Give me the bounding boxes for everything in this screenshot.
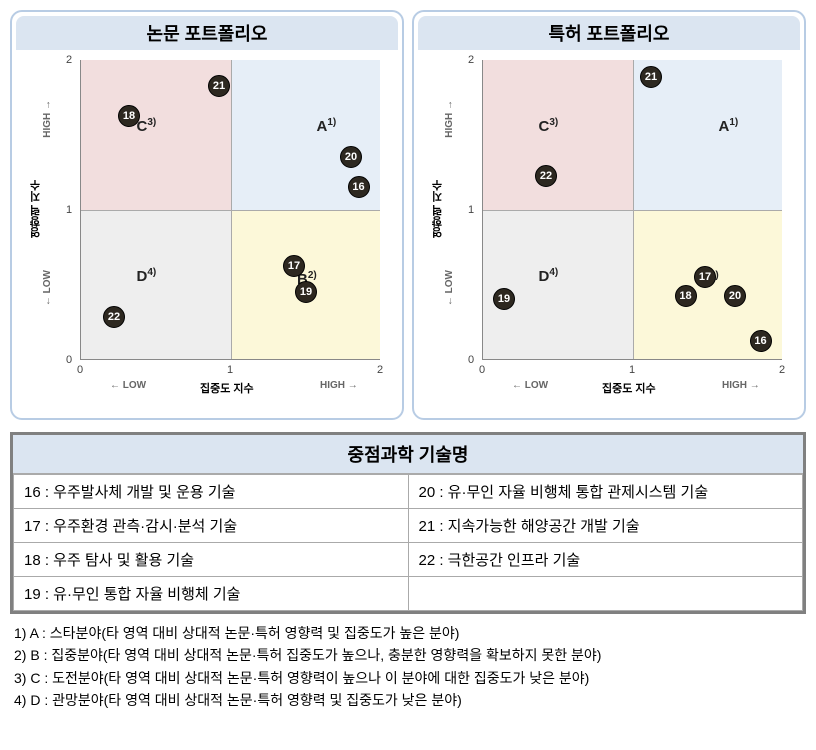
- table-cell: 22 : 극한공간 인프라 기술: [408, 543, 803, 577]
- table-cell: 20 : 유·무인 자율 비행체 통합 관제시스템 기술: [408, 475, 803, 509]
- data-point-22: 22: [535, 165, 557, 187]
- table-row: 16 : 우주발사체 개발 및 운용 기술20 : 유·무인 자율 비행체 통합…: [14, 475, 803, 509]
- table-cell: [408, 577, 803, 611]
- table-cell: 18 : 우주 탐사 및 활용 기술: [14, 543, 409, 577]
- x-axis-label: 집중도 지수: [602, 380, 656, 396]
- table-cell: 19 : 유·무인 통합 자율 비행체 기술: [14, 577, 409, 611]
- y-tick: 0: [66, 354, 72, 366]
- quadrant-label-a: A1): [719, 117, 739, 135]
- data-point-22: 22: [103, 306, 125, 328]
- quadrant-label-d: D4): [539, 267, 559, 285]
- table-row: 17 : 우주환경 관측·감시·분석 기술21 : 지속가능한 해양공간 개발 …: [14, 509, 803, 543]
- chart-title: 논문 포트폴리오: [16, 16, 398, 50]
- grid-line-horizontal: [483, 210, 782, 211]
- table-cell: 21 : 지속가능한 해양공간 개발 기술: [408, 509, 803, 543]
- quadrant-c: [483, 60, 633, 210]
- y-low-label: ← LOW: [444, 270, 455, 306]
- table-title: 중점과학 기술명: [13, 435, 803, 474]
- x-high-label: HIGH →: [722, 380, 760, 391]
- y-axis-label: 영향력 지수: [28, 180, 44, 238]
- table-row: 18 : 우주 탐사 및 활용 기술22 : 극한공간 인프라 기술: [14, 543, 803, 577]
- y-axis-label: 영향력 지수: [430, 180, 446, 238]
- footnote-line: 2) B : 집중분야(타 영역 대비 상대적 논문·특허 집중도가 높으나, …: [14, 644, 802, 666]
- y-high-label: HIGH →: [444, 100, 455, 138]
- y-tick: 0: [468, 354, 474, 366]
- x-tick: 2: [377, 364, 383, 376]
- y-tick: 2: [468, 54, 474, 66]
- data-point-17: 17: [283, 255, 305, 277]
- y-tick: 2: [66, 54, 72, 66]
- x-low-label: ← LOW: [512, 380, 548, 391]
- x-high-label: HIGH →: [320, 380, 358, 391]
- data-point-20: 20: [340, 146, 362, 168]
- footnote-line: 4) D : 관망분야(타 영역 대비 상대적 논문·특허 영향력 및 집중도가…: [14, 689, 802, 711]
- footnote-line: 3) C : 도전분야(타 영역 대비 상대적 논문·특허 영향력이 높으나 이…: [14, 667, 802, 689]
- technology-table-panel: 중점과학 기술명 16 : 우주발사체 개발 및 운용 기술20 : 유·무인 …: [10, 432, 806, 614]
- chart-plot: A1)B2)C3)D4)16171819202122: [80, 60, 380, 360]
- footnote-line: 1) A : 스타분야(타 영역 대비 상대적 논문·특허 영향력 및 집중도가…: [14, 622, 802, 644]
- quadrant-label-d: D4): [137, 267, 157, 285]
- data-point-19: 19: [493, 288, 515, 310]
- x-tick: 1: [629, 364, 635, 376]
- x-tick: 1: [227, 364, 233, 376]
- table-cell: 17 : 우주환경 관측·감시·분석 기술: [14, 509, 409, 543]
- y-tick: 1: [66, 204, 72, 216]
- x-tick: 0: [77, 364, 83, 376]
- data-point-18: 18: [675, 285, 697, 307]
- quadrant-label-c: C3): [539, 117, 559, 135]
- footnotes: 1) A : 스타분야(타 영역 대비 상대적 논문·특허 영향력 및 집중도가…: [10, 622, 806, 712]
- data-point-16: 16: [348, 176, 370, 198]
- data-point-18: 18: [118, 105, 140, 127]
- x-tick: 2: [779, 364, 785, 376]
- y-tick: 1: [468, 204, 474, 216]
- table-cell: 16 : 우주발사체 개발 및 운용 기술: [14, 475, 409, 509]
- chart-area: A1)B2)C3)D4)16171819202122012012영향력 지수집중…: [60, 60, 394, 380]
- y-low-label: ← LOW: [42, 270, 53, 306]
- data-point-21: 21: [208, 75, 230, 97]
- x-axis-label: 집중도 지수: [200, 380, 254, 396]
- table-row: 19 : 유·무인 통합 자율 비행체 기술: [14, 577, 803, 611]
- chart-panel-1: 특허 포트폴리오A1)B2)C3)D4)16171819202122012012…: [412, 10, 806, 420]
- chart-area: A1)B2)C3)D4)16171819202122012012영향력 지수집중…: [462, 60, 796, 380]
- x-tick: 0: [479, 364, 485, 376]
- technology-table: 16 : 우주발사체 개발 및 운용 기술20 : 유·무인 자율 비행체 통합…: [13, 474, 803, 611]
- chart-plot: A1)B2)C3)D4)16171819202122: [482, 60, 782, 360]
- x-low-label: ← LOW: [110, 380, 146, 391]
- data-point-16: 16: [750, 330, 772, 352]
- quadrant-label-a: A1): [317, 117, 337, 135]
- y-high-label: HIGH →: [42, 100, 53, 138]
- chart-title: 특허 포트폴리오: [418, 16, 800, 50]
- portfolio-charts-row: 논문 포트폴리오A1)B2)C3)D4)16171819202122012012…: [10, 10, 806, 420]
- data-point-19: 19: [295, 281, 317, 303]
- data-point-17: 17: [694, 266, 716, 288]
- chart-panel-0: 논문 포트폴리오A1)B2)C3)D4)16171819202122012012…: [10, 10, 404, 420]
- data-point-21: 21: [640, 66, 662, 88]
- data-point-20: 20: [724, 285, 746, 307]
- grid-line-horizontal: [81, 210, 380, 211]
